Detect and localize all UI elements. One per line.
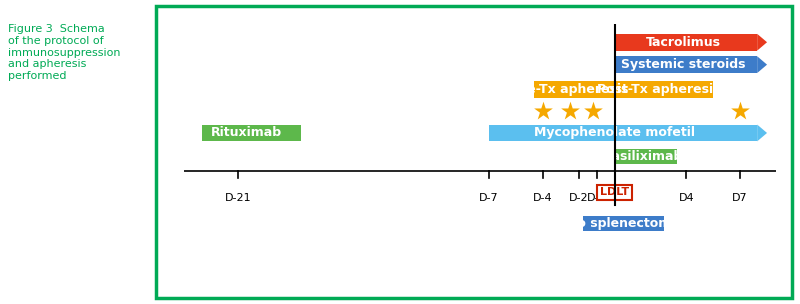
- Text: No splenectomy: No splenectomy: [567, 217, 680, 230]
- Text: Figure 3  Schema
of the protocol of
immunosuppression
and apheresis
performed: Figure 3 Schema of the protocol of immun…: [8, 24, 121, 81]
- Text: Tacrolimus: Tacrolimus: [646, 36, 721, 49]
- Text: D4: D4: [678, 193, 694, 203]
- FancyBboxPatch shape: [202, 125, 301, 141]
- Text: D-21: D-21: [225, 193, 251, 203]
- Point: [734, 108, 746, 113]
- Text: D-2: D-2: [569, 193, 589, 203]
- Point: [586, 108, 599, 113]
- Text: Mycophenolate mofetil: Mycophenolate mofetil: [534, 126, 694, 140]
- Polygon shape: [757, 56, 767, 73]
- FancyBboxPatch shape: [614, 56, 757, 73]
- Polygon shape: [757, 125, 767, 141]
- Text: LDLT: LDLT: [600, 187, 629, 197]
- Text: Pre-Tx apheresis: Pre-Tx apheresis: [512, 83, 628, 96]
- FancyBboxPatch shape: [489, 125, 757, 141]
- FancyBboxPatch shape: [614, 34, 757, 51]
- FancyBboxPatch shape: [614, 149, 678, 164]
- Point: [563, 108, 576, 113]
- FancyBboxPatch shape: [583, 216, 664, 231]
- Text: Post-Tx apheresis: Post-Tx apheresis: [597, 83, 721, 96]
- Text: Basiliximab: Basiliximab: [602, 150, 683, 163]
- Text: Rituximab: Rituximab: [210, 126, 282, 140]
- FancyBboxPatch shape: [534, 81, 614, 98]
- Text: D-1: D-1: [587, 193, 606, 203]
- Polygon shape: [757, 34, 767, 51]
- Text: D-7: D-7: [479, 193, 498, 203]
- FancyBboxPatch shape: [614, 81, 714, 98]
- Text: D-4: D-4: [533, 193, 553, 203]
- Text: D7: D7: [732, 193, 748, 203]
- Text: Systemic steroids: Systemic steroids: [621, 58, 746, 71]
- Point: [536, 108, 549, 113]
